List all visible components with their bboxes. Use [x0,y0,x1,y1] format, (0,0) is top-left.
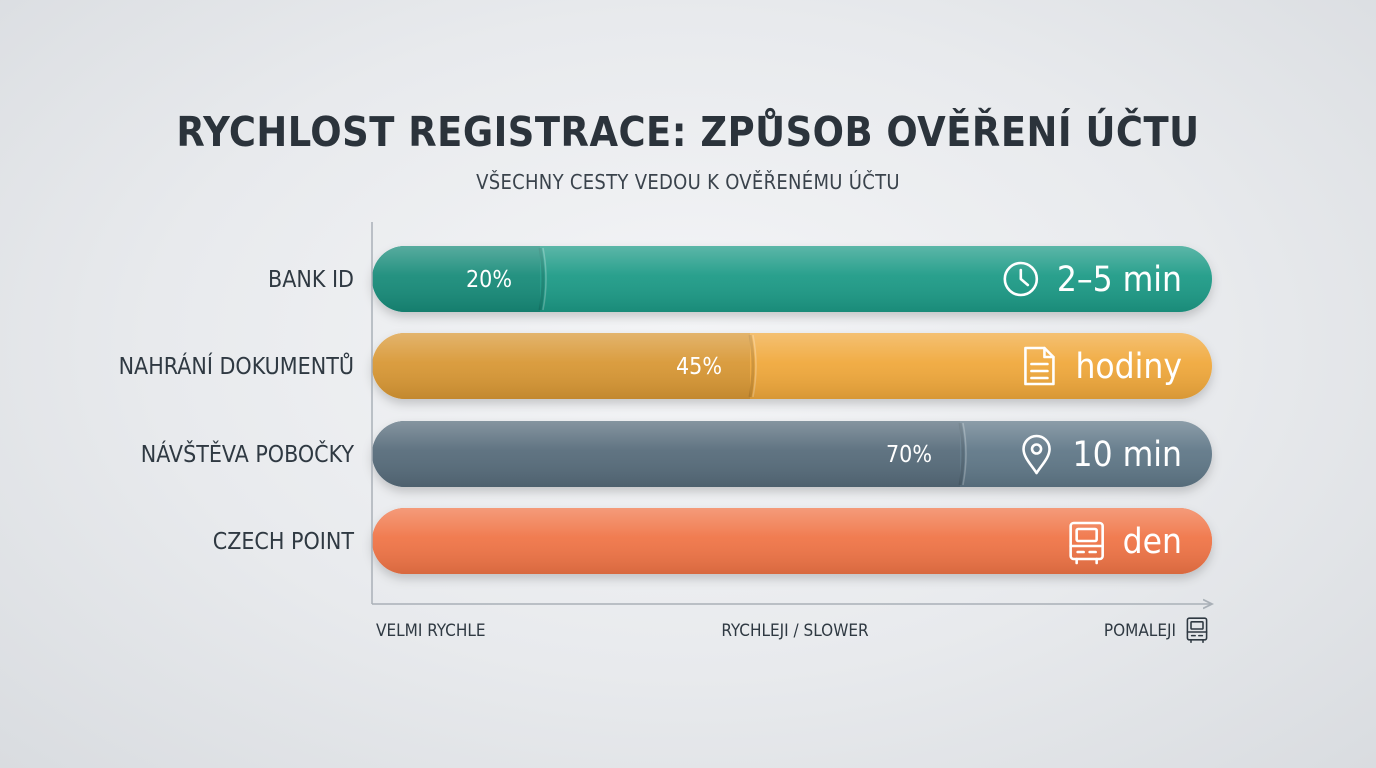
clock-icon [1003,261,1039,297]
category-label: CZECH POINT [213,529,355,555]
x-axis-label-right: POMALEJI [1104,621,1176,641]
time-label: 2–5 min [1057,260,1182,300]
bar-row: CZECH POINT den [213,508,1212,574]
category-label: BANK ID [268,267,354,293]
time-label: den [1123,522,1182,562]
bar-gloss [372,421,1212,487]
bar-gloss [372,246,1212,312]
value-label: 20% [466,267,512,293]
category-label: NAHRÁNÍ DOKUMENTŮ [119,351,354,380]
value-label: 45% [676,354,722,380]
location-pin-icon [1022,434,1051,475]
axis-layer: VELMI RYCHLE RYCHLEJI / SLOWER POMALEJI [371,222,1212,643]
bars-layer: BANK ID 20% 2–5 min NAHRÁNÍ DOKUMENTŮ 45% hod… [119,246,1212,574]
time-label: 10 min [1073,435,1182,475]
document-icon [1024,346,1055,386]
bar-row: NÁVŠTĚVA POBOČKY 70% 10 min [141,421,1212,487]
chart-title: RYCHLOST REGISTRACE: ZPŮSOB OVĚŘENÍ ÚČTU [176,108,1200,156]
value-label: 70% [886,442,932,468]
bar-row: NAHRÁNÍ DOKUMENTŮ 45% hodiny [119,333,1212,399]
chart-subtitle: VŠECHNY CESTY VEDOU K OVĚŘENÉMU ÚČTU [476,170,900,194]
kiosk-icon [1069,521,1104,565]
bar-gloss [372,508,1212,574]
x-axis-label-middle: RYCHLEJI / SLOWER [721,621,869,641]
kiosk-icon [1186,617,1208,643]
x-axis-label-left: VELMI RYCHLE [376,621,486,641]
category-label: NÁVŠTĚVA POBOČKY [141,440,355,468]
time-label: hodiny [1075,347,1182,387]
bar-row: BANK ID 20% 2–5 min [268,246,1212,312]
bar-gloss [372,333,1212,399]
